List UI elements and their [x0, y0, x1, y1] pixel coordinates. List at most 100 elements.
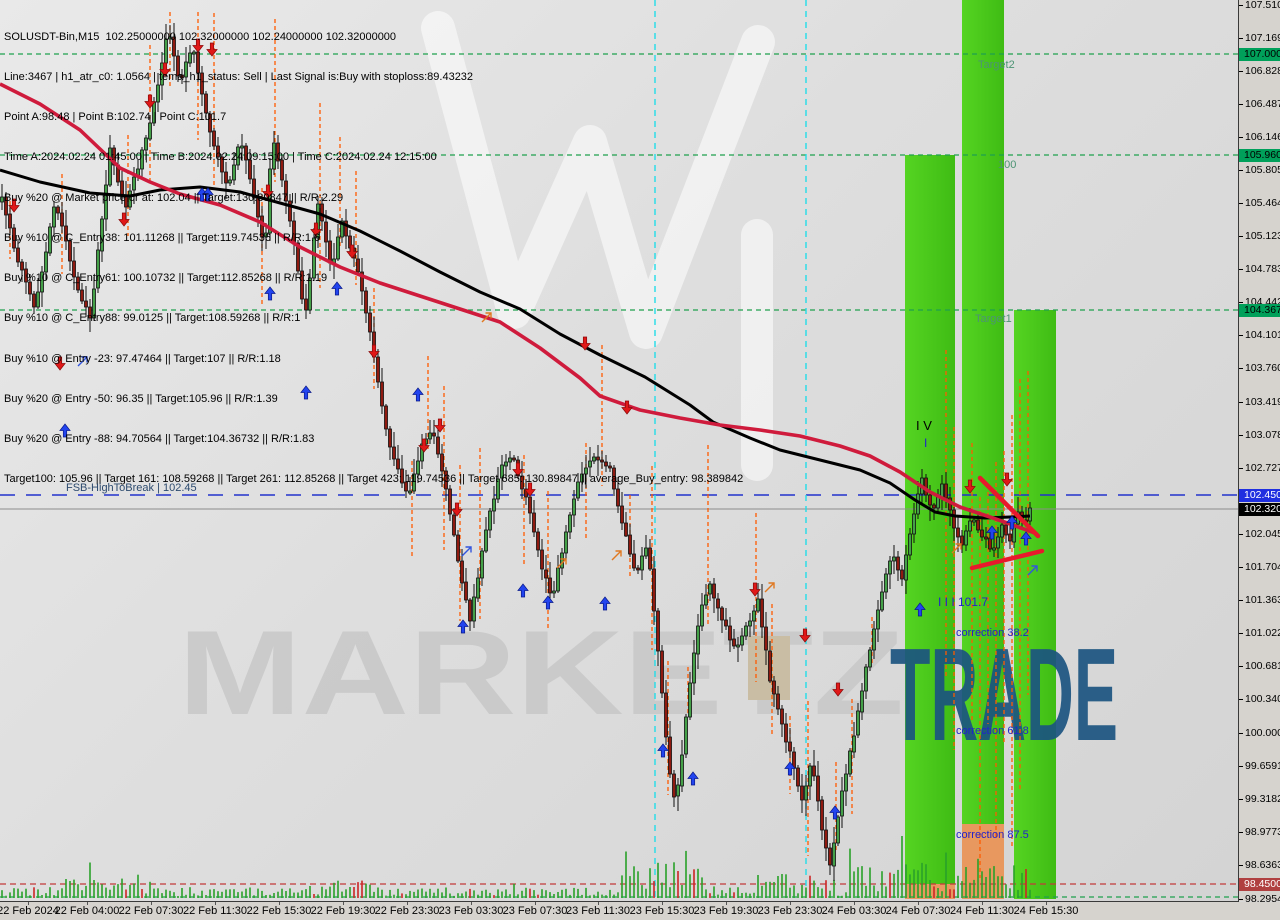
price-tick-mark	[1239, 203, 1243, 204]
buy-entry-line-1: Buy %20 @ Market price or at: 102.04 || …	[4, 191, 344, 204]
price-level-box-98.4500: 98.4500	[1239, 877, 1280, 891]
volume-bars	[1, 836, 1031, 898]
price-tick-mark	[1239, 236, 1243, 237]
price-tick-label: 100.340	[1245, 693, 1280, 705]
price-tick-label: 104.101	[1245, 329, 1280, 341]
fsb-high-to-break-label: FSB-HighToBreak | 102.45	[66, 482, 197, 494]
price-tick-mark	[1239, 633, 1243, 634]
price-level-box-102.320: 102.320	[1239, 502, 1280, 516]
price-tick-label: 107.169	[1245, 32, 1280, 44]
time-tick-mark	[790, 902, 791, 905]
price-tick-label: 103.760	[1245, 362, 1280, 374]
time-tick-label: 24 Feb 15:30	[1013, 905, 1079, 917]
watermark-text-trade: TRADE	[890, 621, 1118, 768]
price-tick-label: 107.510	[1245, 0, 1280, 11]
price-tick-label: 102.727	[1245, 462, 1280, 474]
time-tick-mark	[87, 902, 88, 905]
price-tick-label: 100.681	[1245, 660, 1280, 672]
price-tick-label: 98.6363	[1245, 859, 1280, 871]
price-tick-mark	[1239, 865, 1243, 866]
price-tick-label: 98.9773	[1245, 826, 1280, 838]
price-level-box-107.000: 107.000	[1239, 47, 1280, 61]
time-tick-mark	[471, 902, 472, 905]
time-tick-label: 23 Feb 15:30	[629, 905, 695, 917]
time-tick-mark	[535, 902, 536, 905]
ma-red-line	[0, 82, 1036, 535]
price-tick-mark	[1239, 71, 1243, 72]
time-tick-label: 24 Feb 07:30	[885, 905, 951, 917]
svg-text:Target1: Target1	[975, 313, 1012, 325]
time-tick-mark	[28, 902, 29, 905]
time-tick-label: 23 Feb 07:30	[502, 905, 568, 917]
red-trendlines[interactable]	[969, 475, 1045, 571]
time-tick-label: 22 Feb 15:30	[246, 905, 312, 917]
price-tick-mark	[1239, 799, 1243, 800]
price-level-box-102.450: 102.450	[1239, 488, 1280, 502]
sell-arrows	[8, 38, 1013, 697]
chart-info-overlay: SOLUSDT-Bin,M15 102.25000000 102.3200000…	[4, 4, 743, 513]
price-tick-label: 101.022	[1245, 627, 1280, 639]
symbol-ohlc-line: SOLUSDT-Bin,M15 102.25000000 102.3200000…	[4, 30, 397, 43]
price-tick-mark	[1239, 38, 1243, 39]
price-tick-mark	[1239, 368, 1243, 369]
price-tick-label: 105.805	[1245, 164, 1280, 176]
chart-plot-area[interactable]: MARKETZ TRADE Target2 100 Target1 I V I I I I 1…	[0, 0, 1239, 902]
price-level-box-104.367: 104.367	[1239, 303, 1280, 317]
price-tick-mark	[1239, 137, 1243, 138]
price-tick-label: 103.078	[1245, 429, 1280, 441]
svg-text:100: 100	[998, 159, 1016, 171]
price-tick-label: 101.704	[1245, 561, 1280, 573]
buy-entry-line-2: Buy %10 @ C_Entry38: 101.11268 || Target…	[4, 231, 321, 244]
time-tick-label: 23 Feb 23:30	[757, 905, 823, 917]
buy-entry-line-3: Buy %10 @ C_Entry61: 100.10732 || Target…	[4, 272, 328, 285]
price-tick-label: 105.123	[1245, 230, 1280, 242]
time-tick-mark	[854, 902, 855, 905]
price-tick-label: 106.487	[1245, 98, 1280, 110]
price-level-box-105.960: 105.960	[1239, 148, 1280, 162]
signal-status-line: Line:3467 | h1_atr_c0: 1.0564 | tema_h1_…	[4, 71, 474, 84]
price-axis[interactable]: 107.510 107.169 106.828 106.487 106.146 105.8…	[1239, 0, 1280, 905]
time-tick-label: 23 Feb 03:30	[438, 905, 504, 917]
targets-summary-line: Target100: 105.96 || Target 161: 108.592…	[4, 473, 744, 486]
price-tick-mark	[1239, 335, 1243, 336]
time-tick-mark	[918, 902, 919, 905]
price-tick-mark	[1239, 104, 1243, 105]
price-tick-mark	[1239, 766, 1243, 767]
price-tick-mark	[1239, 5, 1243, 6]
price-tick-label: 103.419	[1245, 396, 1280, 408]
price-tick-label: 104.783	[1245, 263, 1280, 275]
svg-text:Target2: Target2	[978, 59, 1015, 71]
points-line: Point A:98.48 | Point B:102.74 | Point C…	[4, 111, 227, 124]
price-tick-mark	[1239, 666, 1243, 667]
time-tick-label: 24 Feb 11:30	[949, 905, 1015, 917]
svg-text:correction 38.2: correction 38.2	[956, 627, 1029, 639]
price-tick-mark	[1239, 269, 1243, 270]
time-tick-label: 23 Feb 19:30	[693, 905, 759, 917]
time-tick-mark	[215, 902, 216, 905]
time-tick-mark	[1046, 902, 1047, 905]
price-tick-mark	[1239, 567, 1243, 568]
price-tick-mark	[1239, 170, 1243, 171]
times-line: Time A:2024.02.24 01:45:00 | Time B:2024…	[4, 151, 437, 164]
time-tick-mark	[662, 902, 663, 905]
price-tick-label: 99.3182	[1245, 793, 1280, 805]
time-tick-mark	[982, 902, 983, 905]
price-tick-label: 105.464	[1245, 197, 1280, 209]
watermark-text-marketz: MARKETZ	[178, 606, 904, 740]
price-tick-mark	[1239, 302, 1243, 303]
price-tick-mark	[1239, 468, 1243, 469]
time-tick-mark	[407, 902, 408, 905]
buy-entry-line-7: Buy %20 @ Entry -88: 94.70564 || Target:…	[4, 433, 315, 445]
buy-arrows	[59, 187, 1032, 820]
candles-layer	[0, 23, 1032, 881]
buy-entry-line-6: Buy %20 @ Entry -50: 96.35 || Target:105…	[4, 392, 278, 405]
price-tick-mark	[1239, 899, 1243, 900]
time-tick-label: 22 Feb 11:30	[182, 905, 248, 917]
time-tick-label: 22 Feb 19:30	[310, 905, 376, 917]
time-axis[interactable]: 22 Feb 2024 22 Feb 04:00 22 Feb 07:30 22 Fe…	[0, 902, 1280, 920]
session-vlines	[654, 0, 807, 900]
time-tick-label: 22 Feb 04:00	[54, 905, 120, 917]
buy-entry-line-4: Buy %10 @ C_Entry88: 99.0125 || Target:1…	[4, 312, 301, 325]
buy-entry-line-5: Buy %10 @ Entry -23: 97.47464 || Target:…	[4, 352, 281, 365]
